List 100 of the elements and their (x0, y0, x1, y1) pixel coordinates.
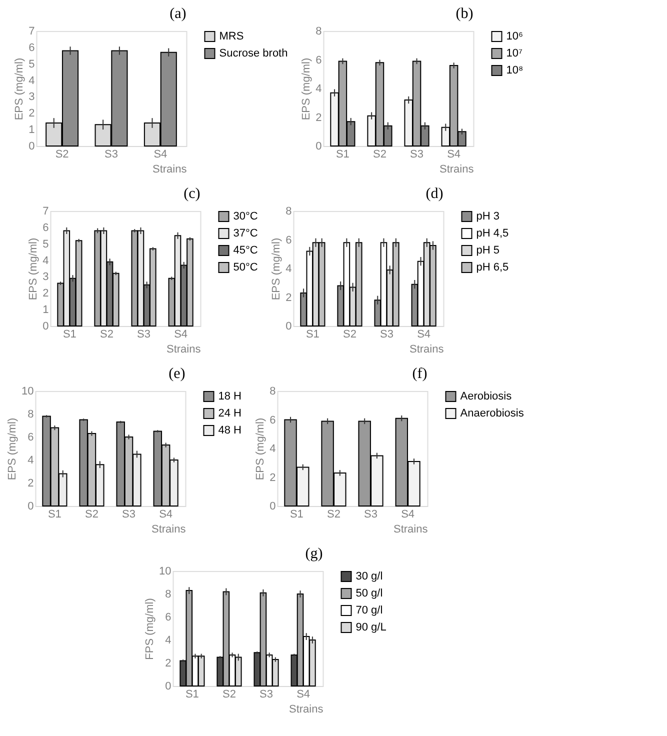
x-tick-label: S2 (100, 328, 114, 340)
x-tick-label: S1 (185, 688, 199, 700)
y-tick-label: 4 (28, 454, 34, 466)
x-axis-title: Strains (440, 164, 474, 176)
y-tick-label: 2 (316, 112, 322, 124)
y-tick-label: 8 (28, 408, 34, 420)
y-tick-label: 2 (286, 292, 292, 304)
y-tick-label: 4 (286, 263, 292, 275)
x-tick-label: S3 (364, 508, 378, 520)
y-tick-label: 4 (165, 634, 172, 646)
y-tick-label: 10 (159, 566, 172, 578)
x-tick-label: S3 (410, 148, 424, 160)
y-tick-label: 0 (28, 500, 34, 512)
x-tick-label: S2 (326, 508, 340, 520)
y-tick-label: 8 (270, 386, 276, 398)
legend-label: 48 H (218, 424, 242, 436)
x-tick-label: S1 (306, 328, 320, 340)
x-tick-label: S1 (62, 328, 76, 340)
chart-title: (e) (168, 366, 186, 382)
legend-label: Sucrose broth (219, 48, 288, 60)
y-tick-label: 8 (165, 588, 172, 600)
legend-label: 50 g/l (356, 588, 383, 600)
y-tick-label: 8 (316, 26, 322, 38)
chart-title: (c) (184, 186, 200, 202)
y-tick-label: 7 (28, 26, 35, 38)
legend-label: 30°C (233, 210, 258, 222)
y-tick-label: 4 (316, 83, 322, 95)
y-tick-label: 6 (270, 414, 276, 426)
legend-label: 10⁷ (506, 48, 522, 60)
y-tick-label: 3 (28, 91, 35, 104)
legend-label: pH 4,5 (476, 228, 509, 240)
y-tick-label: 6 (28, 42, 35, 54)
x-axis-title: Strains (152, 164, 188, 176)
y-tick-label: 6 (42, 222, 49, 234)
chart-title: (f) (412, 366, 428, 382)
x-tick-label: S4 (401, 508, 415, 520)
y-tick-label: 3 (42, 271, 49, 284)
legend-label: 10⁶ (506, 30, 524, 42)
x-tick-label: S2 (342, 328, 356, 340)
y-tick-label: 6 (316, 54, 322, 66)
x-tick-label: S3 (122, 508, 136, 520)
y-tick-label: 2 (42, 288, 49, 300)
y-tick-label: 0 (270, 500, 276, 512)
y-tick-label: 0 (165, 680, 172, 692)
x-tick-label: S3 (104, 148, 118, 160)
x-axis-title: Strains (394, 524, 428, 536)
y-axis-title: FPS (mg/ml) (144, 598, 156, 660)
y-tick-label: 10 (22, 386, 34, 398)
y-tick-label: 8 (286, 206, 292, 218)
x-tick-label: S4 (154, 148, 168, 160)
x-axis-title: Strains (410, 344, 444, 356)
legend-label: 90 g/L (356, 622, 386, 634)
y-axis-title: EPS (mg/ml) (14, 58, 26, 120)
y-tick-label: 5 (42, 238, 49, 250)
x-tick-label: S2 (55, 148, 69, 160)
chart-title: (g) (305, 546, 323, 562)
x-tick-label: S4 (174, 328, 188, 340)
x-axis-title: Strains (166, 344, 202, 356)
y-axis-title: EPS (mg/ml) (6, 418, 19, 480)
y-axis-title: EPS (mg/ml) (28, 238, 40, 300)
legend-label: 18 H (218, 390, 242, 402)
legend-label: pH 5 (476, 244, 500, 256)
y-axis-title: EPS (mg/ml) (270, 238, 283, 300)
y-tick-label: 0 (28, 140, 35, 152)
x-tick-label: S3 (260, 688, 274, 700)
y-tick-label: 2 (28, 108, 35, 120)
x-tick-label: S2 (372, 148, 386, 160)
y-tick-label: 2 (270, 472, 276, 484)
x-tick-label: S3 (380, 328, 394, 340)
y-tick-label: 6 (165, 612, 172, 624)
legend-label: Aerobiosis (460, 390, 512, 402)
x-tick-label: S4 (417, 328, 431, 340)
y-tick-label: 4 (270, 443, 276, 455)
legend-label: pH 6,5 (476, 262, 509, 274)
chart-title: (b) (456, 6, 474, 22)
y-tick-label: 5 (28, 58, 35, 70)
y-tick-label: 4 (42, 254, 49, 267)
y-tick-label: 4 (28, 74, 35, 87)
y-tick-label: 6 (286, 234, 292, 246)
x-tick-label: S3 (137, 328, 151, 340)
legend-label: 45°C (233, 244, 258, 256)
y-axis-title: EPS (mg/ml) (254, 418, 267, 480)
legend-label: 50°C (233, 262, 258, 274)
x-tick-label: S2 (222, 688, 236, 700)
x-tick-label: S2 (84, 508, 98, 520)
x-tick-label: S4 (296, 688, 310, 700)
legend-label: Anaerobiosis (460, 408, 524, 420)
x-tick-label: S4 (447, 148, 461, 160)
y-tick-label: 0 (316, 140, 322, 152)
x-axis-title: Strains (152, 524, 186, 536)
y-tick-label: 7 (42, 206, 49, 218)
chart-title: (d) (426, 186, 444, 202)
x-tick-label: S1 (48, 508, 62, 520)
x-tick-label: S1 (336, 148, 350, 160)
legend-label: pH 3 (476, 210, 500, 222)
y-tick-label: 1 (28, 124, 35, 136)
x-tick-label: S4 (159, 508, 173, 520)
y-tick-label: 0 (286, 320, 292, 332)
y-tick-label: 2 (28, 478, 34, 490)
x-axis-title: Strains (289, 704, 324, 716)
